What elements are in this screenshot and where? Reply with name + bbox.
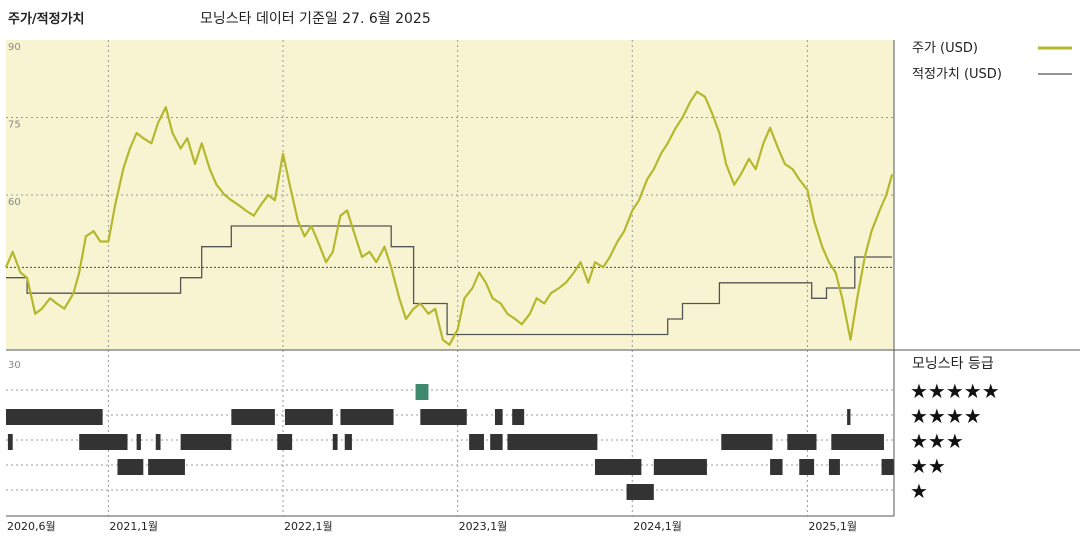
upper-plot-background xyxy=(6,40,894,350)
rating-bar-1-star xyxy=(626,484,654,500)
rating-bar-4-star xyxy=(512,409,525,425)
rating-label-5: ★★★★★ xyxy=(910,379,1000,403)
y-tick-label: 60 xyxy=(8,197,21,208)
rating-bar-4-star xyxy=(847,409,851,425)
x-tick-label: 2024,1월 xyxy=(633,520,682,533)
rating-bar-2-star xyxy=(828,459,840,475)
rating-bar-3-star xyxy=(277,434,293,450)
rating-bar-2-star xyxy=(881,459,894,475)
rating-bar-3-star xyxy=(721,434,773,450)
rating-bar-4-star xyxy=(231,409,275,425)
rating-label-2: ★★ xyxy=(910,454,946,478)
rating-bar-4-star xyxy=(340,409,394,425)
rating-bar-3-star xyxy=(344,434,352,450)
rating-label-4: ★★★★ xyxy=(910,404,982,428)
rating-bars xyxy=(6,384,894,500)
rating-bar-2-star xyxy=(770,459,783,475)
x-tick-label: 2022,1월 xyxy=(284,520,333,533)
rating-bar-2-star xyxy=(148,459,185,475)
chart-title: 주가/적정가치 xyxy=(8,12,85,27)
x-tick-label: 2021,1월 xyxy=(109,520,158,533)
legend-fair-label: 적정가치 (USD) xyxy=(912,67,1002,82)
price-line xyxy=(4,90,894,346)
rating-bar-2-star xyxy=(653,459,707,475)
rating-bar-3-star xyxy=(79,434,128,450)
rating-bar-3-star xyxy=(787,434,817,450)
rating-bar-4-star xyxy=(284,409,333,425)
x-tick-labels: 2020,6월 2021,1월 2022,1월 2023,1월 2024,1월 2025,… xyxy=(7,520,857,533)
y-tick-label: 90 xyxy=(8,42,21,53)
rating-bar-3-star xyxy=(831,434,884,450)
rating-bar-3-star xyxy=(180,434,232,450)
rating-bar-3-star xyxy=(332,434,338,450)
rating-bar-3-star xyxy=(136,434,141,450)
rating-bar-3-star xyxy=(7,434,13,450)
fair-value-line xyxy=(6,225,893,336)
rating-bar-2-star xyxy=(594,459,642,475)
rating-bar-3-star xyxy=(469,434,484,450)
rating-bar-2-star xyxy=(799,459,815,475)
legend-price-label: 주가 (USD) xyxy=(912,41,978,56)
y-tick-labels: 90 75 60 30 xyxy=(8,42,21,371)
rating-label-3: ★★★ xyxy=(910,429,964,453)
rating-bar-4-star xyxy=(420,409,467,425)
rating-bar-3-star xyxy=(490,434,503,450)
y-tick-label: 75 xyxy=(8,120,21,131)
rating-bar-2-star xyxy=(117,459,144,475)
y-tick-label: 30 xyxy=(8,360,21,371)
x-tick-label: 2020,6월 xyxy=(7,520,56,533)
rating-bar-5-star xyxy=(415,384,429,400)
rating-bar-3-star xyxy=(507,434,598,450)
x-tick-label: 2023,1월 xyxy=(459,520,508,533)
rating-bar-4-star xyxy=(6,409,103,425)
rating-title: 모닝스타 등급 xyxy=(912,356,994,372)
x-tick-label: 2025,1월 xyxy=(808,520,857,533)
chart-subtitle: 모닝스타 데이터 기준일 27. 6월 2025 xyxy=(200,11,431,27)
rating-bar-4-star xyxy=(494,409,503,425)
rating-bar-3-star xyxy=(155,434,161,450)
rating-label-1: ★ xyxy=(910,479,928,503)
